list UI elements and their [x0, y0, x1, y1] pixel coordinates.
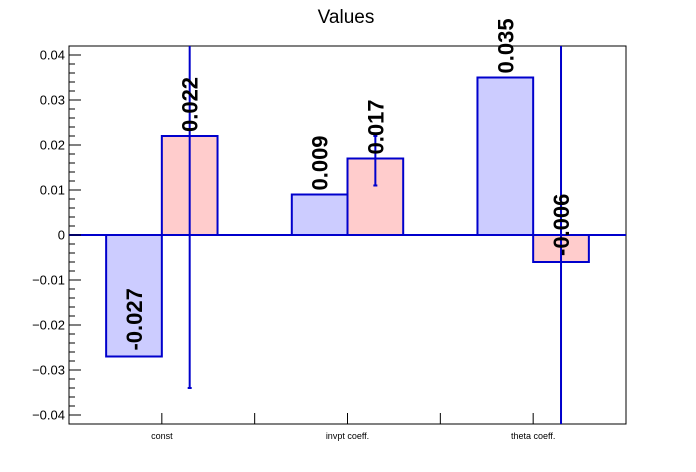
y-tick-label: 0.03	[40, 93, 65, 108]
data-label: 0.017	[363, 99, 388, 154]
y-tick-label: 0.04	[40, 48, 65, 63]
data-label: 0.035	[493, 18, 518, 73]
y-tick-label: 0.01	[40, 183, 65, 198]
data-label: -0.006	[549, 194, 574, 256]
x-category-label: theta coeff.	[511, 431, 555, 441]
bar[interactable]	[476, 76, 535, 236]
y-tick-label: 0.02	[40, 138, 65, 153]
bar[interactable]	[290, 193, 349, 236]
data-label: 0.022	[178, 77, 203, 132]
y-tick-label: −0.02	[32, 318, 65, 333]
x-category-label: const	[151, 431, 173, 441]
chart-title: Values	[318, 7, 375, 28]
y-tick-label: −0.04	[32, 408, 65, 423]
x-category-label: invpt coeff.	[326, 431, 369, 441]
data-label: -0.027	[122, 288, 147, 350]
data-label: 0.009	[308, 135, 333, 190]
y-tick-label: −0.03	[32, 363, 65, 378]
y-tick-label: 0	[58, 228, 65, 243]
y-tick-label: −0.01	[32, 273, 65, 288]
